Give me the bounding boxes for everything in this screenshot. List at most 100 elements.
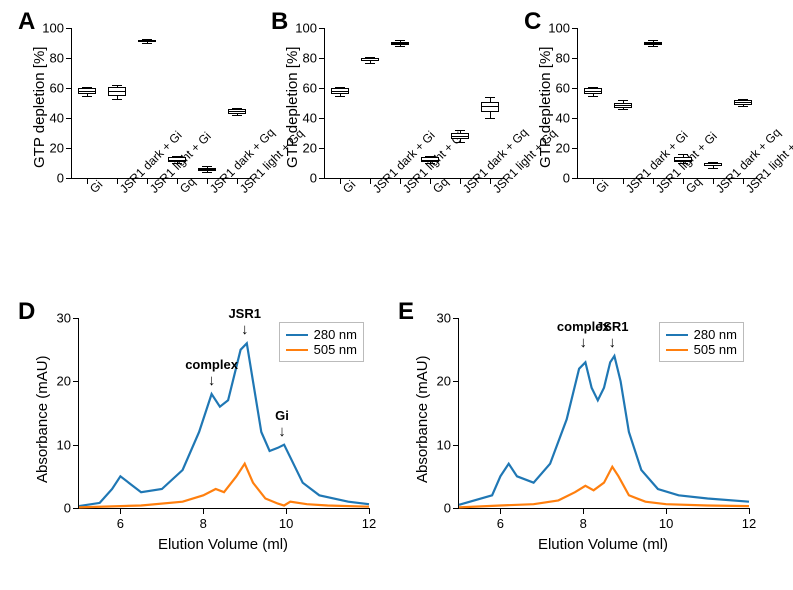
- x-tick: [623, 178, 624, 184]
- y-tick-label: 0: [444, 501, 451, 516]
- series-line: [79, 464, 369, 508]
- x-axis-label: Elution Volume (ml): [458, 536, 748, 553]
- legend-label: 280 nm: [694, 327, 737, 342]
- plot-area: 020406080100GiJSR1 dark + GiJSR1 light +…: [71, 28, 252, 179]
- y-tick-label: 100: [548, 21, 570, 36]
- y-tick-label: 20: [57, 374, 71, 389]
- y-tick: [319, 28, 325, 29]
- legend-swatch: [286, 349, 308, 351]
- y-tick: [572, 28, 578, 29]
- legend-label: 505 nm: [314, 342, 357, 357]
- y-tick: [66, 148, 72, 149]
- y-tick: [319, 118, 325, 119]
- y-tick: [572, 178, 578, 179]
- panel-A: A020406080100GiJSR1 dark + GiJSR1 light …: [16, 10, 269, 290]
- y-tick: [572, 148, 578, 149]
- down-arrow-icon: ↓: [278, 424, 286, 439]
- down-arrow-icon: ↓: [208, 373, 216, 388]
- panel-E: E0102030681012complex↓JSR1↓Absorbance (m…: [396, 300, 776, 580]
- panel-C: C 020406080100GiJSR1 dark + GiJSR1 light …: [522, 10, 775, 290]
- y-tick-label: 30: [57, 311, 71, 326]
- legend-label: 505 nm: [694, 342, 737, 357]
- x-tick-label: JSR1 light + Gi: [147, 186, 157, 196]
- y-tick-label: 80: [303, 51, 317, 66]
- x-tick-label: 10: [279, 516, 293, 531]
- x-axis-label: Elution Volume (ml): [78, 536, 368, 553]
- x-tick-label: Gq: [177, 186, 187, 196]
- y-tick-label: 0: [310, 171, 317, 186]
- y-axis-label: GTP depletion [%]: [31, 47, 48, 168]
- y-tick: [319, 148, 325, 149]
- y-tick: [453, 508, 459, 509]
- y-axis-label: Absorbance (mAU): [414, 355, 431, 483]
- legend: 280 nm505 nm: [279, 322, 364, 362]
- x-tick: [713, 178, 714, 184]
- x-tick-label: 12: [362, 516, 376, 531]
- y-tick-label: 60: [50, 81, 64, 96]
- y-tick-label: 40: [50, 111, 64, 126]
- x-tick: [369, 508, 370, 514]
- x-tick: [460, 178, 461, 184]
- y-tick-label: 10: [57, 437, 71, 452]
- peak-label: JSR1: [596, 319, 629, 334]
- legend: 280 nm505 nm: [659, 322, 744, 362]
- y-axis-label: Absorbance (mAU): [34, 355, 51, 483]
- panel-letter: C: [524, 8, 541, 36]
- x-tick: [430, 178, 431, 184]
- panel-letter: B: [271, 8, 288, 36]
- x-tick: [666, 508, 667, 514]
- x-tick-label: JSR1 light + Gi: [653, 186, 663, 196]
- plot-area: 020406080100GiJSR1 dark + GiJSR1 light +…: [577, 28, 758, 179]
- y-tick-label: 20: [437, 374, 451, 389]
- top-row: A020406080100GiJSR1 dark + GiJSR1 light …: [10, 10, 783, 290]
- y-tick-label: 40: [556, 111, 570, 126]
- legend-label: 280 nm: [314, 327, 357, 342]
- x-tick: [120, 508, 121, 514]
- x-tick: [203, 508, 204, 514]
- y-tick-label: 40: [303, 111, 317, 126]
- y-tick: [319, 58, 325, 59]
- x-tick: [207, 178, 208, 184]
- x-tick: [237, 178, 238, 184]
- y-tick-label: 60: [556, 81, 570, 96]
- x-tick-label: Gi: [593, 186, 603, 196]
- x-tick: [177, 178, 178, 184]
- x-tick: [743, 178, 744, 184]
- y-tick-label: 100: [295, 21, 317, 36]
- y-tick: [66, 28, 72, 29]
- x-tick: [370, 178, 371, 184]
- peak-label: Gi: [275, 408, 289, 423]
- panel-letter: E: [398, 298, 414, 326]
- y-tick-label: 20: [303, 141, 317, 156]
- y-tick-label: 0: [57, 171, 64, 186]
- x-tick-label: Gq: [430, 186, 440, 196]
- y-tick-label: 0: [64, 501, 71, 516]
- x-tick-label: JSR1 dark + Gi: [623, 186, 633, 196]
- x-tick-label: JSR1 dark + Gq: [713, 186, 723, 196]
- x-tick-label: Gi: [87, 186, 97, 196]
- panel-D: D0102030681012complex↓JSR1↓Gi↓Absorbance…: [16, 300, 396, 580]
- peak-label: JSR1: [228, 306, 261, 321]
- x-tick-label: JSR1 light + Gi: [400, 186, 410, 196]
- y-tick: [66, 88, 72, 89]
- x-tick-label: 6: [117, 516, 124, 531]
- bottom-row: D0102030681012complex↓JSR1↓Gi↓Absorbance…: [10, 300, 783, 580]
- y-tick-label: 80: [50, 51, 64, 66]
- y-tick: [319, 178, 325, 179]
- x-tick-label: JSR1 light + Gq: [237, 186, 247, 196]
- x-tick-label: 12: [742, 516, 756, 531]
- figure-root: A020406080100GiJSR1 dark + GiJSR1 light …: [10, 10, 783, 580]
- y-tick: [66, 58, 72, 59]
- y-tick: [572, 58, 578, 59]
- x-tick: [286, 508, 287, 514]
- legend-item: 280 nm: [286, 327, 357, 342]
- x-tick-label: JSR1 dark + Gi: [117, 186, 127, 196]
- legend-item: 505 nm: [666, 342, 737, 357]
- legend-swatch: [286, 334, 308, 336]
- x-tick: [117, 178, 118, 184]
- y-tick-label: 80: [556, 51, 570, 66]
- y-tick-label: 20: [50, 141, 64, 156]
- legend-swatch: [666, 349, 688, 351]
- y-tick: [66, 178, 72, 179]
- legend-item: 505 nm: [286, 342, 357, 357]
